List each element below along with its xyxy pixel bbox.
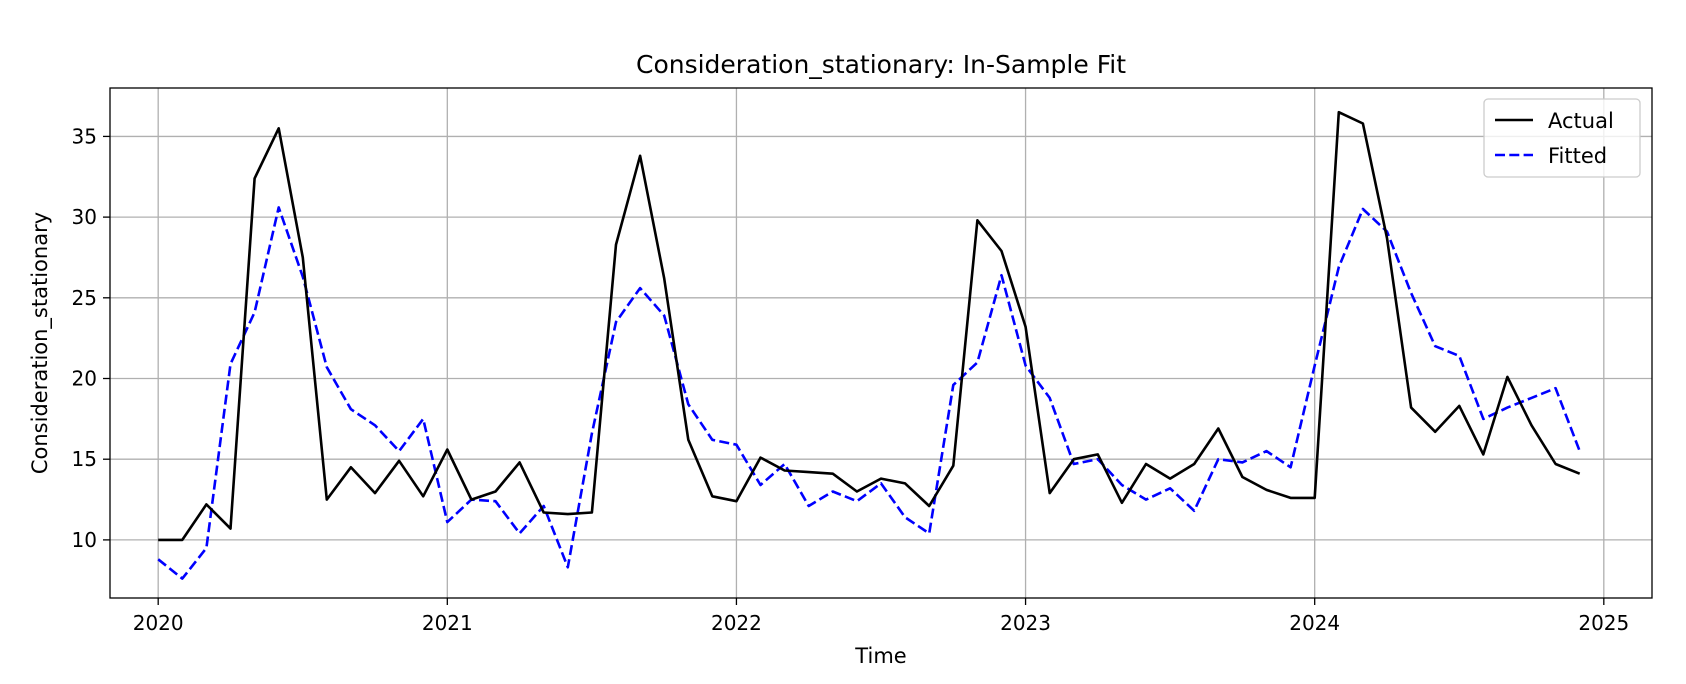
- legend-box: [1483, 98, 1641, 178]
- y-tick-label: 30: [72, 205, 97, 229]
- x-tick-label: 2025: [1578, 611, 1629, 635]
- x-tick-label: 2020: [133, 611, 184, 635]
- y-axis-title: Consideration_stationary: [28, 212, 53, 474]
- y-axis: 10 15 20 25 30 35: [72, 124, 110, 552]
- x-tick-label: 2024: [1289, 611, 1340, 635]
- y-tick-label: 25: [72, 286, 97, 310]
- x-tick-label: 2021: [422, 611, 473, 635]
- y-tick-label: 10: [72, 528, 97, 552]
- y-tick-label: 20: [72, 367, 97, 391]
- chart-title: Consideration_stationary: In-Sample Fit: [636, 50, 1126, 79]
- x-axis-title: Time: [854, 644, 906, 668]
- y-tick-label: 15: [72, 447, 97, 471]
- legend-label-actual: Actual: [1548, 109, 1614, 133]
- x-axis: 2020 2021 2022 2023 2024 2025: [133, 598, 1629, 635]
- series-line-actual: [158, 110, 1581, 542]
- x-tick-label: 2023: [1000, 611, 1051, 635]
- legend: Actual Fitted: [1483, 98, 1641, 178]
- legend-label-fitted: Fitted: [1548, 144, 1607, 168]
- series-line-fitted: [157, 206, 1581, 580]
- series-layer: [157, 110, 1581, 580]
- plot-frame: [109, 87, 1653, 599]
- x-tick-label: 2022: [711, 611, 762, 635]
- y-tick-label: 35: [72, 124, 97, 148]
